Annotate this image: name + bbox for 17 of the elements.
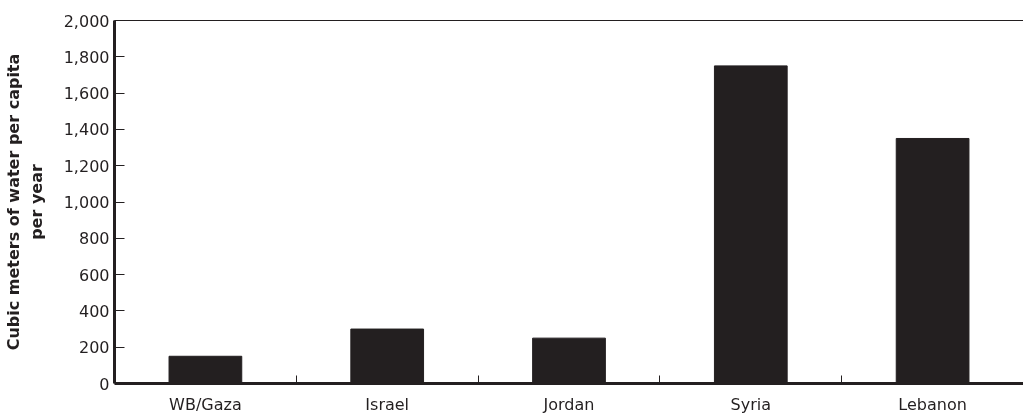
y-tick-label: 600 <box>78 265 110 285</box>
y-tick-label: 1,200 <box>63 156 110 176</box>
y-tick-label: 1,800 <box>63 47 110 67</box>
y-tick-label: 200 <box>78 338 110 358</box>
x-tick-label: Jordan <box>542 394 595 414</box>
y-tick-label: 2,000 <box>63 11 110 31</box>
y-axis-title: Cubic meters of water per capita per year <box>3 53 46 351</box>
x-tick-label: WB/Gaza <box>169 394 242 414</box>
x-tick-label: Lebanon <box>898 394 967 414</box>
y-tick-label: 800 <box>78 229 110 249</box>
y-tick-label: 1,000 <box>63 193 110 212</box>
x-tick-label: Israel <box>365 394 410 414</box>
x-tick-label: Syria <box>730 394 772 414</box>
y-tick-label: 1,600 <box>63 84 110 104</box>
y-tick-label: 400 <box>78 301 110 321</box>
y-tick-label: 1,400 <box>63 120 110 140</box>
y-tick-label: 0 <box>99 374 110 394</box>
